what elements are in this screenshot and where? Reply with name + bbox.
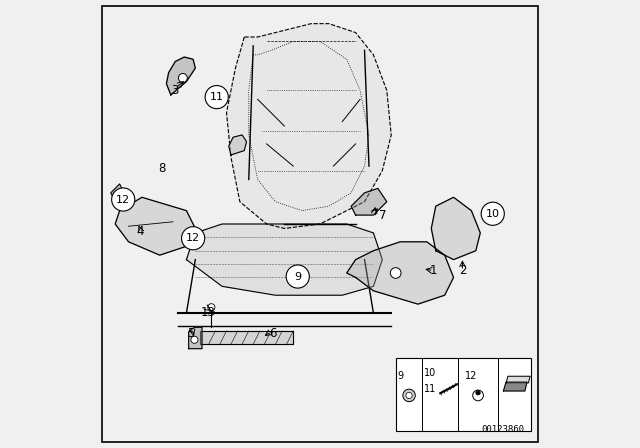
Circle shape <box>476 391 480 395</box>
Text: 00123860: 00123860 <box>482 425 525 434</box>
Circle shape <box>390 267 401 278</box>
Circle shape <box>208 304 215 311</box>
Circle shape <box>403 389 415 402</box>
Text: 4: 4 <box>136 225 143 238</box>
FancyBboxPatch shape <box>396 358 531 431</box>
Text: 10: 10 <box>486 209 500 219</box>
Text: 1: 1 <box>430 264 437 277</box>
Circle shape <box>205 86 228 109</box>
Circle shape <box>406 392 412 399</box>
Polygon shape <box>506 376 530 383</box>
Text: 11: 11 <box>210 92 224 102</box>
Text: 7: 7 <box>379 209 386 222</box>
Circle shape <box>286 265 309 288</box>
Text: 12: 12 <box>465 371 477 381</box>
Text: 12: 12 <box>186 233 200 243</box>
Text: 5: 5 <box>187 327 195 340</box>
Polygon shape <box>504 382 527 391</box>
Polygon shape <box>228 135 246 155</box>
Polygon shape <box>115 197 195 255</box>
Polygon shape <box>200 331 293 344</box>
Circle shape <box>481 202 504 225</box>
Polygon shape <box>347 242 454 304</box>
Text: 8: 8 <box>158 162 166 175</box>
Text: 3: 3 <box>172 84 179 97</box>
Polygon shape <box>351 188 387 215</box>
Polygon shape <box>431 197 480 260</box>
Polygon shape <box>111 184 124 202</box>
Text: 10: 10 <box>424 368 436 378</box>
Polygon shape <box>166 57 195 95</box>
Text: 9: 9 <box>397 371 403 381</box>
Circle shape <box>179 73 188 82</box>
Circle shape <box>182 227 205 250</box>
Text: 6: 6 <box>269 327 277 340</box>
Text: 11: 11 <box>424 384 436 394</box>
Text: 2: 2 <box>459 264 466 277</box>
Circle shape <box>111 188 135 211</box>
Polygon shape <box>186 224 382 295</box>
Circle shape <box>191 336 198 343</box>
Polygon shape <box>189 327 202 349</box>
Text: 12: 12 <box>116 194 131 205</box>
Circle shape <box>473 390 483 401</box>
Text: 13: 13 <box>200 306 215 319</box>
Text: 9: 9 <box>294 271 301 281</box>
Polygon shape <box>227 24 391 228</box>
